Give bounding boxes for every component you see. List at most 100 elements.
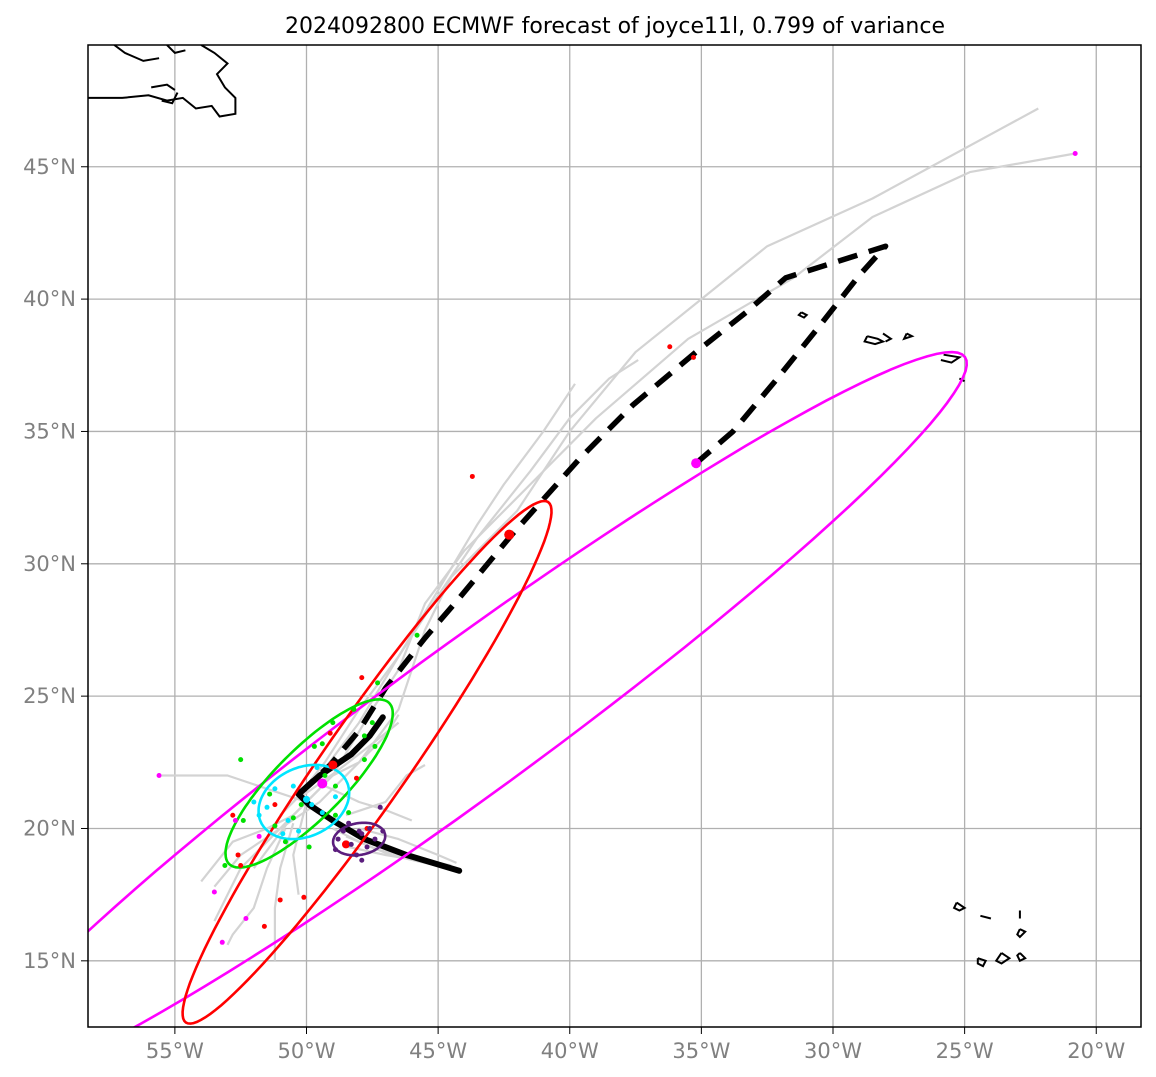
forecast-point xyxy=(327,730,333,736)
forecast-point xyxy=(301,894,307,900)
x-tick-label: 30°W xyxy=(804,1039,862,1063)
x-tick-label: 40°W xyxy=(541,1039,599,1063)
forecast-point xyxy=(240,818,246,824)
mean-track-dashed xyxy=(296,243,889,797)
forecast-point xyxy=(322,773,328,779)
forecast-point xyxy=(156,773,162,779)
ensemble-track xyxy=(161,774,307,804)
forecast-point xyxy=(380,828,386,834)
forecast-point xyxy=(414,632,420,638)
y-tick-label: 35°N xyxy=(23,419,76,443)
y-tick-label: 45°N xyxy=(23,155,76,179)
uncertainty-ellipse xyxy=(224,698,395,869)
island-outline xyxy=(882,332,893,343)
coastline xyxy=(88,45,237,118)
forecast-point xyxy=(367,825,373,831)
forecast-point xyxy=(280,831,286,837)
forecast-point xyxy=(369,720,375,726)
coastline xyxy=(151,83,176,91)
island-outline xyxy=(797,311,809,319)
forecast-point xyxy=(235,852,241,858)
forecast-point xyxy=(328,760,338,770)
forecast-point xyxy=(356,828,362,834)
forecast-point xyxy=(256,812,262,818)
forecast-point xyxy=(1072,151,1078,157)
forecast-point xyxy=(251,799,257,805)
island-outline xyxy=(940,353,963,364)
forecast-point xyxy=(364,844,370,850)
forecast-point xyxy=(314,765,320,771)
forecast-point xyxy=(317,778,328,789)
forecast-point xyxy=(330,720,336,726)
forecast-point xyxy=(359,857,365,863)
forecast-point xyxy=(332,794,338,800)
forecast-point xyxy=(319,810,325,816)
forecast-point xyxy=(341,840,350,849)
forecast-point xyxy=(211,889,217,895)
forecast-point xyxy=(348,841,354,847)
forecast-point xyxy=(469,473,475,479)
forecast-point xyxy=(377,804,383,810)
forecast-point xyxy=(238,863,244,869)
forecast-point xyxy=(372,743,378,749)
coastline xyxy=(166,45,186,55)
y-tick-label: 20°N xyxy=(23,816,76,840)
forecast-point xyxy=(311,743,317,749)
island-outline xyxy=(980,914,992,920)
forecast-point xyxy=(332,783,338,789)
forecast-point xyxy=(298,802,304,808)
island-outline xyxy=(994,952,1012,965)
forecast-point xyxy=(690,354,696,360)
y-tick-label: 30°N xyxy=(23,552,76,576)
ensemble-track xyxy=(345,764,426,817)
forecast-point xyxy=(285,818,291,824)
forecast-point xyxy=(230,812,236,818)
forecast-point xyxy=(277,897,283,903)
forecast-point xyxy=(354,852,360,858)
forecast-point xyxy=(346,810,352,816)
coastlines xyxy=(88,45,1027,968)
uncertainty-ellipse xyxy=(181,499,553,1025)
ensemble-track xyxy=(292,801,308,895)
forecast-point xyxy=(219,939,225,945)
plot-frame xyxy=(87,44,1142,1028)
coastline xyxy=(113,45,160,62)
forecast-point xyxy=(309,802,315,808)
uncertainty-ellipses xyxy=(88,350,969,1027)
forecast-point xyxy=(354,775,360,781)
forecast-point xyxy=(332,812,338,818)
forecast-point xyxy=(375,680,381,686)
forecast-point xyxy=(351,706,357,712)
forecast-point xyxy=(232,818,238,824)
x-tick-label: 55°W xyxy=(146,1039,204,1063)
forecast-point xyxy=(238,757,244,763)
y-tick-label: 40°N xyxy=(23,287,76,311)
forecast-point xyxy=(261,923,267,929)
island-outline xyxy=(902,332,915,341)
forecast-point xyxy=(267,791,273,797)
uncertainty-ellipse xyxy=(257,763,351,841)
y-tick-label: 15°N xyxy=(23,949,76,973)
uncertainty-ellipse xyxy=(88,350,969,1027)
forecast-point xyxy=(667,344,673,350)
forecast-point xyxy=(282,839,288,845)
island-outline xyxy=(1016,928,1027,939)
x-tick-label: 50°W xyxy=(277,1039,335,1063)
island-outline xyxy=(952,901,967,912)
x-tick-label: 35°W xyxy=(672,1039,730,1063)
forecast-point xyxy=(243,915,249,921)
island-outline xyxy=(863,335,886,346)
y-axis-ticks: 15°N 20°N 25°N 30°N 35°N 40°N 45°N xyxy=(23,155,88,973)
forecast-point xyxy=(272,786,278,792)
forecast-point xyxy=(504,529,515,540)
forecast-point xyxy=(335,836,341,842)
forecast-point xyxy=(340,828,346,834)
uncertainty-ellipse xyxy=(331,821,387,857)
forecast-point xyxy=(302,795,310,803)
forecast-point xyxy=(346,820,352,826)
x-tick-label: 20°W xyxy=(1067,1039,1125,1063)
forecast-point xyxy=(272,802,278,808)
forecast-positions xyxy=(156,151,1078,945)
forecast-point xyxy=(359,675,365,681)
x-tick-label: 45°W xyxy=(409,1039,467,1063)
